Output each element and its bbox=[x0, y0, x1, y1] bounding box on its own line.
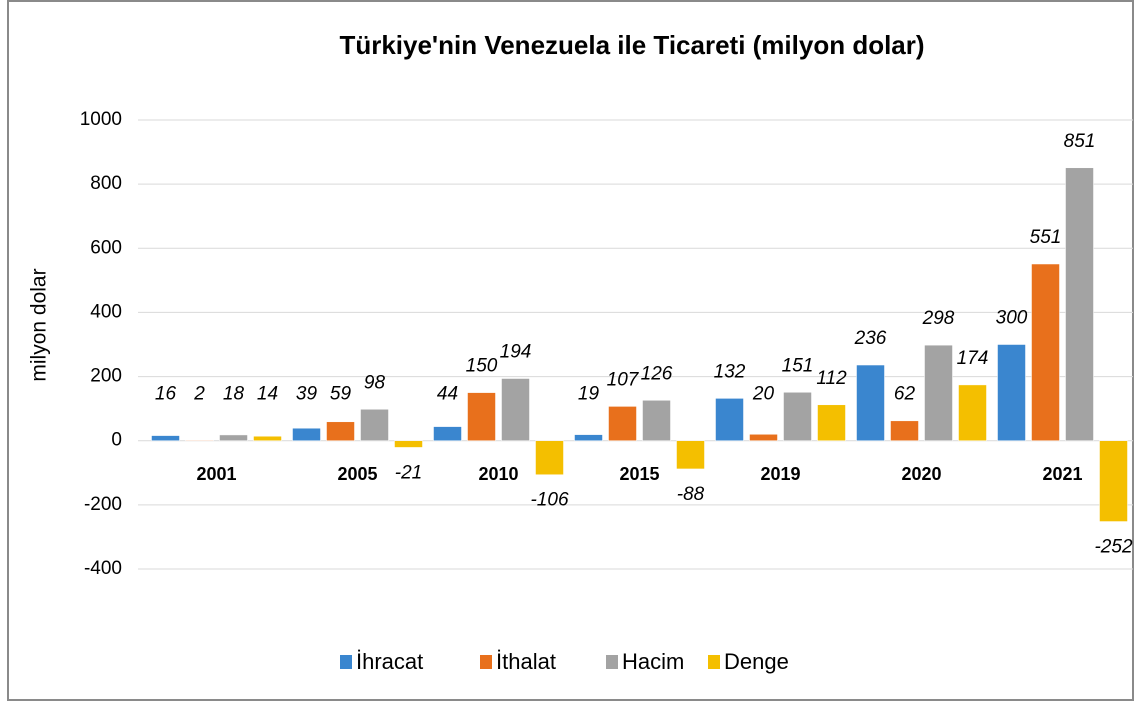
data-label: 39 bbox=[296, 384, 318, 405]
bar bbox=[997, 344, 1026, 441]
bar bbox=[783, 392, 812, 441]
bar bbox=[535, 440, 564, 475]
data-label: -252 bbox=[1094, 537, 1132, 558]
y-tick-label: -400 bbox=[84, 558, 122, 579]
data-label: -21 bbox=[395, 462, 422, 483]
bar bbox=[749, 434, 778, 441]
data-label: 16 bbox=[155, 384, 177, 405]
data-label: 19 bbox=[578, 384, 600, 405]
bar bbox=[890, 420, 919, 441]
data-label: -106 bbox=[530, 490, 568, 511]
bar bbox=[151, 435, 180, 441]
data-label: 2 bbox=[193, 384, 205, 405]
data-label: 194 bbox=[500, 342, 532, 363]
bar bbox=[856, 364, 885, 441]
bar bbox=[924, 344, 953, 441]
bar bbox=[715, 398, 744, 441]
data-label: -88 bbox=[677, 484, 705, 505]
bar bbox=[817, 404, 846, 441]
bar bbox=[1099, 440, 1128, 522]
legend-swatch bbox=[480, 655, 492, 669]
data-label: 151 bbox=[782, 355, 814, 376]
y-tick-label: 800 bbox=[90, 173, 122, 194]
legend-swatch bbox=[340, 655, 352, 669]
bar bbox=[292, 427, 321, 441]
data-label: 551 bbox=[1030, 227, 1062, 248]
data-label: 132 bbox=[714, 361, 746, 382]
y-tick-label: 200 bbox=[90, 366, 122, 387]
legend-swatch bbox=[606, 655, 618, 669]
data-label: 150 bbox=[466, 356, 498, 377]
bar bbox=[433, 426, 462, 441]
bar bbox=[1031, 263, 1060, 441]
bar bbox=[185, 439, 214, 441]
data-label: 300 bbox=[996, 308, 1028, 329]
y-axis-label: milyon dolar bbox=[28, 268, 51, 381]
data-label: 126 bbox=[641, 363, 673, 384]
legend-label: Denge bbox=[724, 649, 789, 674]
data-label: 44 bbox=[437, 384, 458, 405]
bar bbox=[394, 440, 423, 448]
data-label: 59 bbox=[330, 384, 352, 405]
bar bbox=[219, 434, 248, 441]
y-tick-label: -200 bbox=[84, 494, 122, 515]
x-tick-label: 2015 bbox=[619, 464, 659, 484]
bar bbox=[574, 434, 603, 441]
y-tick-label: 1000 bbox=[80, 109, 122, 130]
bar bbox=[253, 435, 282, 441]
bar bbox=[1065, 167, 1094, 441]
legend-swatch bbox=[708, 655, 720, 669]
x-tick-label: 2001 bbox=[196, 464, 236, 484]
bar bbox=[326, 421, 355, 441]
bar bbox=[467, 392, 496, 441]
data-label: 98 bbox=[364, 372, 386, 393]
bar bbox=[501, 378, 530, 441]
chart-title: Türkiye'nin Venezuela ile Ticareti (mily… bbox=[339, 30, 924, 60]
data-label: 14 bbox=[257, 384, 278, 405]
x-tick-label: 2010 bbox=[478, 464, 518, 484]
y-tick-label: 400 bbox=[90, 301, 122, 322]
bar bbox=[642, 400, 671, 441]
data-label: 62 bbox=[894, 384, 916, 405]
x-tick-label: 2005 bbox=[337, 464, 377, 484]
data-label: 298 bbox=[922, 308, 955, 329]
data-label: 18 bbox=[223, 384, 245, 405]
legend-label: İthalat bbox=[496, 649, 556, 674]
data-label: 851 bbox=[1064, 131, 1096, 152]
bar bbox=[608, 406, 637, 441]
bar bbox=[360, 409, 389, 441]
x-tick-label: 2019 bbox=[760, 464, 800, 484]
y-tick-label: 0 bbox=[111, 430, 122, 451]
bar bbox=[676, 440, 705, 470]
x-tick-label: 2021 bbox=[1042, 464, 1082, 484]
data-label: 236 bbox=[854, 328, 887, 349]
data-label: 107 bbox=[607, 369, 640, 390]
data-label: 174 bbox=[957, 348, 989, 369]
legend-label: İhracat bbox=[356, 649, 423, 674]
data-label: 20 bbox=[752, 384, 775, 405]
data-label: 112 bbox=[816, 368, 847, 389]
bar bbox=[958, 384, 987, 441]
y-tick-label: 600 bbox=[90, 237, 122, 258]
legend-label: Hacim bbox=[622, 649, 684, 674]
x-tick-label: 2020 bbox=[901, 464, 941, 484]
